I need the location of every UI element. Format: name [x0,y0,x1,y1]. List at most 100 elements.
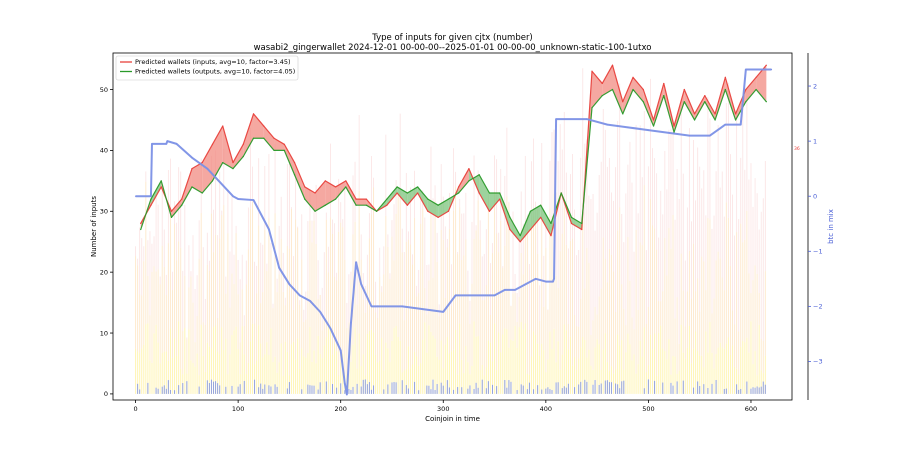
data-point [263,125,265,127]
fill-segment [756,65,767,102]
data-point [201,161,203,164]
legend-entry-inputs: Predicted wallets (inputs, avg=10, facto… [135,58,291,66]
data-point [170,216,173,218]
data-point [755,76,757,78]
data-point [329,327,332,329]
data-point [601,82,603,85]
data-point [314,192,316,194]
data-point [740,124,742,126]
data-point [293,161,296,164]
fill-segment [694,95,705,120]
data-point [422,308,424,310]
data-point [745,88,747,91]
data-point [334,186,337,188]
data-point [375,210,378,212]
legend-entry-outputs: Predicted wallets (outputs, avg=10, fact… [135,68,295,76]
data-point [206,168,208,170]
data-point [217,179,219,181]
data-point [252,199,255,201]
fill-segment [458,168,469,194]
fill-segment [633,77,644,102]
data-point [222,125,224,127]
x-tick-label: 500 [642,405,654,413]
data-point [519,235,521,237]
data-point [570,216,573,218]
data-point [268,228,270,230]
data-point [396,192,398,194]
fill-segment [622,77,634,114]
data-point [283,149,285,152]
data-point [765,64,767,66]
data-point [191,168,193,170]
y2-tick-label: −3 [813,358,823,366]
data-point [232,195,234,197]
data-point [252,137,255,139]
data-point [140,222,142,225]
data-point [222,161,224,164]
data-point [304,198,306,200]
fill-segment [191,162,203,194]
data-point [304,186,306,188]
data-point [724,124,726,126]
data-point [765,101,767,103]
data-point [714,119,716,121]
data-point [663,95,665,97]
data-point [540,216,542,218]
fill-segment [479,174,490,212]
data-point [360,283,362,285]
data-point [458,186,460,188]
data-point [340,349,342,352]
fill-segment [427,199,439,218]
data-point [309,300,311,302]
fill-segment [243,113,254,157]
fill-segment [397,186,408,206]
x-tick-label: 100 [232,405,244,413]
data-point [319,311,321,313]
data-point [555,118,557,120]
fill-segment [304,186,316,212]
fill-segment [233,144,244,169]
data-point [468,168,470,170]
data-point [591,107,593,109]
data-point [493,294,496,296]
data-point [745,101,747,103]
data-point [355,261,357,263]
data-point [642,101,644,103]
fill-segment [530,205,541,230]
data-point [504,289,506,291]
fill-segment [591,71,603,108]
data-point [663,82,665,85]
fill-segment [704,95,716,120]
x-tick-label: 300 [437,405,449,413]
data-point [606,124,608,126]
data-point [237,198,239,200]
data-point [299,294,301,296]
data-point [478,192,480,194]
series-lines-layer [134,64,773,396]
x-tick-label: 0 [133,405,137,413]
data-point [552,280,554,283]
data-point [401,305,403,307]
data-point [770,68,773,71]
data-point [693,119,696,121]
data-point [160,180,162,182]
fill-segment [612,65,623,114]
y2-tick-label: 2 [813,82,817,90]
data-point [447,210,449,212]
data-point [540,204,542,206]
chart-title: Type of inputs for given cjtx (number) [371,33,533,43]
data-point [417,192,419,194]
data-point [688,135,691,137]
data-point [683,88,685,91]
data-point [365,198,367,200]
data-point [201,192,203,194]
data-point [586,118,588,120]
data-point [478,174,480,176]
fill-segment [540,205,551,236]
data-point [647,129,650,131]
data-point [427,210,429,212]
data-point [406,204,408,206]
data-point [454,294,457,296]
